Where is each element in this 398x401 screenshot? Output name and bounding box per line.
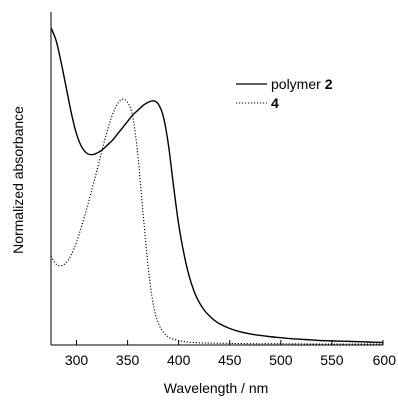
legend: polymer 2 4 [236, 76, 333, 111]
series-line-compound-4 [50, 98, 384, 345]
x-axis-tick-labels: 300 350 400 450 500 550 600 [65, 352, 396, 368]
series-line-polymer-2 [50, 27, 384, 344]
x-tick-label-350: 350 [116, 352, 140, 368]
legend-label-4: 4 [271, 95, 279, 111]
legend-label-polymer-text: polymer [271, 76, 321, 92]
x-tick-label-400: 400 [167, 352, 191, 368]
x-tick-label-500: 500 [269, 352, 293, 368]
x-tick-label-600: 600 [373, 352, 397, 368]
x-tick-label-300: 300 [65, 352, 89, 368]
series-layer [50, 27, 384, 345]
legend-label-polymer: polymer 2 [271, 76, 333, 92]
x-axis-label: Wavelength / nm [164, 380, 269, 396]
x-tick-label-450: 450 [218, 352, 242, 368]
legend-label-polymer-number: 2 [325, 76, 333, 92]
plot-frame [50, 12, 383, 346]
y-axis-label: Normalized absorbance [10, 106, 26, 254]
x-tick-label-550: 550 [320, 352, 344, 368]
